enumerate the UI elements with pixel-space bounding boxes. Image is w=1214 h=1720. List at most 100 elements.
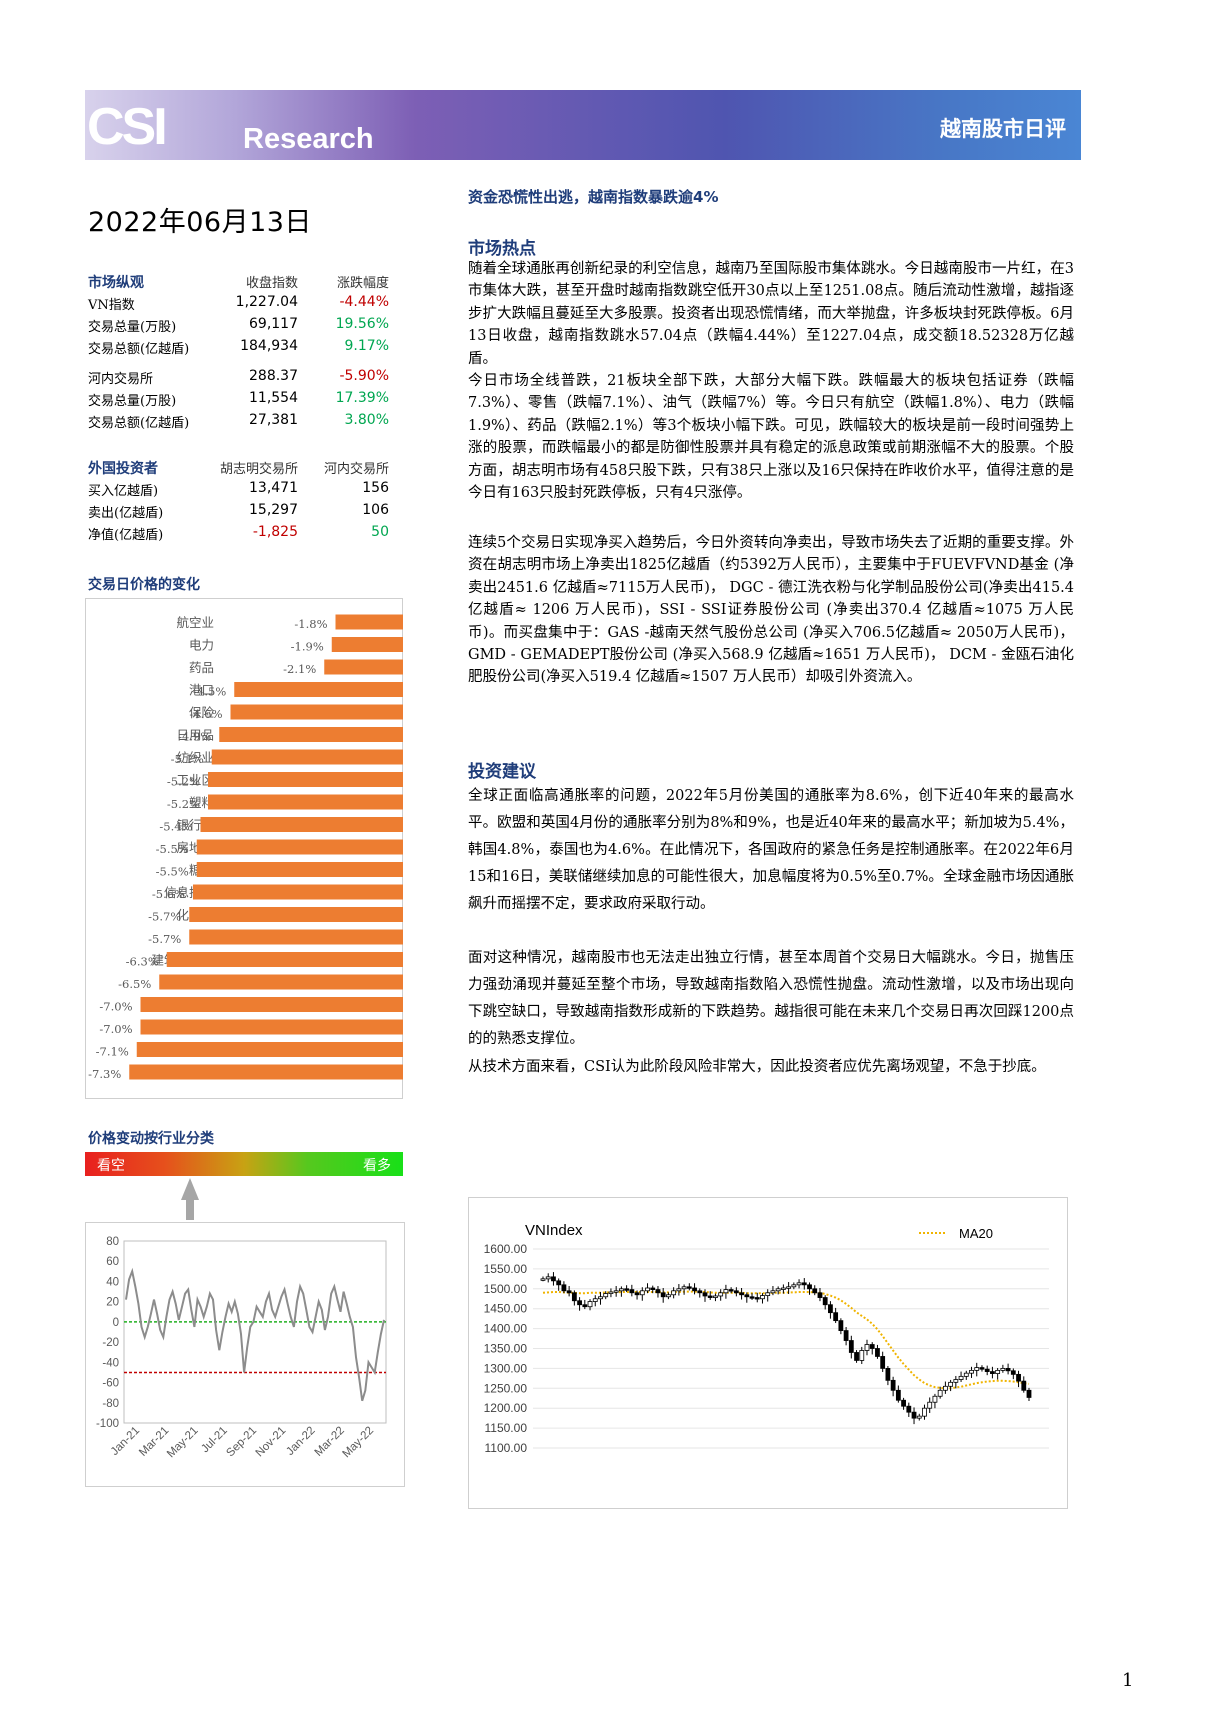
row-change: -4.44% <box>339 294 389 310</box>
candle-body <box>995 1369 1001 1374</box>
sector-bar <box>159 974 403 990</box>
vnindex-chart: 1600.00 1550.00 1500.00 1450.00 1400.00 1350.… <box>468 1197 1068 1509</box>
candle-body <box>671 1290 677 1296</box>
candle-body <box>974 1367 980 1371</box>
y-tick-label: -60 <box>102 1378 119 1390</box>
sector-bar <box>219 727 403 742</box>
candle-body <box>854 1352 859 1361</box>
row-label: 卖出(亿越盾) <box>88 506 164 521</box>
candle-body <box>608 1291 614 1294</box>
candle-body <box>618 1288 624 1292</box>
candle-body <box>582 1304 588 1308</box>
sector-value-label: -5.4% <box>159 820 192 834</box>
candle-body <box>780 1287 786 1290</box>
legend-ma20-label: MA20 <box>959 1226 993 1241</box>
sector-value-label: -5.2% <box>167 797 200 811</box>
candle-body <box>650 1287 656 1290</box>
y-tick-label: 1150.00 <box>485 1421 528 1435</box>
sector-value-label: -6.3% <box>126 955 159 969</box>
candle-body <box>990 1371 995 1374</box>
sentiment-title: 价格变动按行业分类 <box>88 1131 214 1147</box>
row-hcm: 13,471 <box>249 480 298 496</box>
candle-body <box>577 1300 582 1306</box>
sector-bar <box>200 817 403 832</box>
sector-value-label: -4.9% <box>178 730 211 744</box>
sector-bar <box>189 907 403 922</box>
candle-body <box>875 1348 880 1357</box>
row-label: 河内交易所 <box>88 372 154 387</box>
row-hn: 106 <box>362 502 389 518</box>
sector-bar <box>140 997 403 1012</box>
candle-body <box>864 1344 870 1351</box>
sector-label: 航空业 <box>176 615 214 630</box>
candle-body <box>571 1292 577 1302</box>
headline: 资金恐慌性出逃，越南指数暴跌逾4% <box>468 188 719 206</box>
candle-body <box>979 1367 985 1370</box>
candle-body <box>765 1292 771 1296</box>
sentiment-indicator-arrow-icon <box>181 1178 199 1220</box>
candle-body <box>749 1296 755 1299</box>
candle-body <box>901 1399 906 1407</box>
sector-bar <box>196 862 403 877</box>
candle-body <box>613 1290 619 1293</box>
candle-body <box>760 1295 765 1300</box>
sector-value-label: -5.5% <box>156 842 189 856</box>
sector-value-label: -4.5% <box>193 685 226 699</box>
sector-bar <box>208 794 403 810</box>
sector-value-label: -7.0% <box>99 1022 132 1036</box>
candle-body <box>942 1385 948 1391</box>
row-hcm: -1,825 <box>252 524 298 540</box>
row-value: 69,117 <box>249 316 298 332</box>
y-tick-label: 1200.00 <box>484 1401 528 1415</box>
candle-body <box>801 1282 807 1286</box>
sector-value-label: -5.5% <box>156 865 189 879</box>
bull-label: 看多 <box>363 1158 391 1174</box>
candle-body <box>828 1304 833 1314</box>
y-tick-label: 40 <box>106 1276 119 1288</box>
candle-body <box>707 1295 713 1298</box>
candle-body <box>791 1284 797 1288</box>
y-tick-label: 1450.00 <box>484 1302 528 1316</box>
sector-value-label: -5.1% <box>171 752 204 766</box>
y-tick-label: 1100.00 <box>485 1441 528 1455</box>
sector-value-label: -6.5% <box>118 977 151 991</box>
sector-bar <box>230 704 403 720</box>
sector-value-label: -7.1% <box>96 1045 129 1059</box>
candle-body <box>598 1296 603 1300</box>
candle-body <box>587 1301 593 1308</box>
candle-body <box>744 1294 750 1298</box>
logo-text: CSI <box>87 98 165 154</box>
research-label: Research <box>243 123 374 155</box>
candle-body <box>969 1369 974 1374</box>
sector-bar <box>193 884 403 900</box>
candle-body <box>880 1356 886 1369</box>
y-tick-label: 60 <box>106 1256 119 1268</box>
market-overview-title: 市场纵观 <box>88 275 144 291</box>
row-label: 交易总额(亿越盾) <box>88 342 190 357</box>
candle-body <box>723 1289 729 1294</box>
candle-body <box>822 1297 828 1306</box>
sector-bar <box>140 1019 403 1035</box>
sector-label: 电力 <box>189 638 214 653</box>
candle-body <box>906 1405 912 1413</box>
row-hn: 50 <box>371 524 389 540</box>
x-tick-label: Nov-21 <box>254 1425 289 1460</box>
sector-label: 港口 <box>189 683 214 698</box>
ma20-line <box>542 1290 1030 1390</box>
candle-body <box>937 1389 943 1397</box>
report-header: CSI Research 越南股市日评 <box>85 90 1081 160</box>
sector-value-label: -4.6% <box>189 707 222 721</box>
candle-body <box>1021 1380 1027 1391</box>
candle-body <box>660 1292 666 1298</box>
candle-body <box>927 1401 933 1409</box>
sector-bar-svg: 航空业 -1.8%电力 -1.9%药品 -2.1%港口-4.5%保险-4.6%日用品-… <box>88 614 403 1081</box>
sector-value-label: -2.1% <box>283 662 316 676</box>
y-tick-label: 1550.00 <box>484 1262 528 1276</box>
advice-paragraph: 从技术方面来看，CSI认为此阶段风险非常大，因此投资者应优先离场观望，不急于抄底… <box>468 1059 1046 1075</box>
candle-body <box>796 1282 802 1286</box>
sector-value-label: -7.0% <box>99 1000 132 1014</box>
advice-paragraph: 面对这种情况，越南股市也无法走出独立行情，甚至本周首个交易日大幅跳水。今日，抛售… <box>468 950 1074 1047</box>
oscillator-svg: 806040200-20-40-60-80-100Jan-21Mar-21May… <box>96 1236 387 1460</box>
y-tick-label: -40 <box>102 1357 119 1369</box>
candle-body <box>869 1344 875 1349</box>
